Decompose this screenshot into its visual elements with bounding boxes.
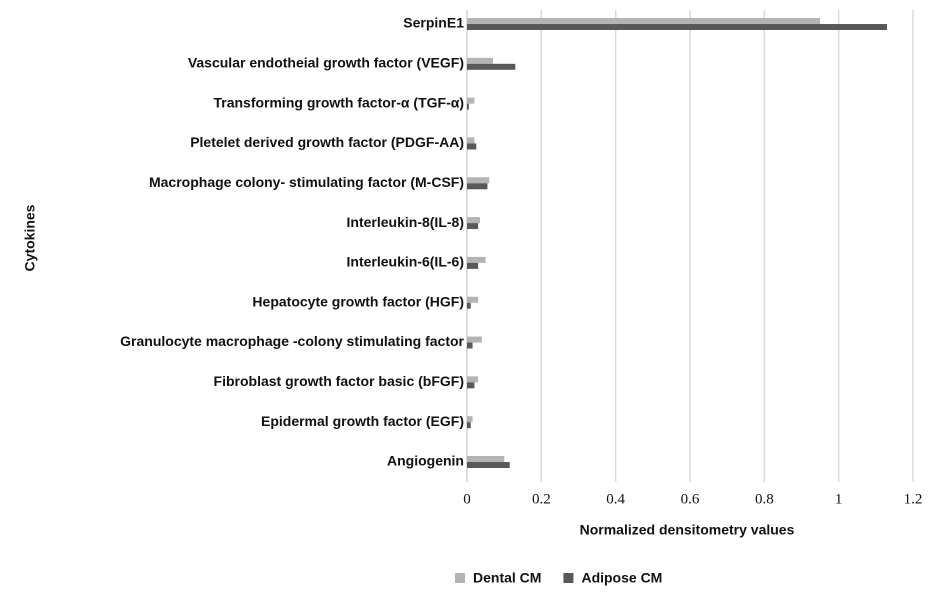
bar bbox=[467, 63, 516, 70]
bar bbox=[467, 296, 479, 303]
bar bbox=[467, 97, 475, 104]
bar bbox=[467, 18, 821, 24]
bar bbox=[467, 103, 469, 110]
bar bbox=[467, 217, 481, 224]
bar bbox=[467, 422, 471, 429]
bar bbox=[467, 223, 479, 230]
bar bbox=[467, 262, 479, 269]
y-tick-label: Epidermal growth factor (EGF) bbox=[261, 413, 464, 429]
y-tick-label: Angiogenin bbox=[387, 453, 464, 469]
bar bbox=[467, 143, 477, 150]
bar bbox=[467, 416, 473, 423]
y-tick-label: Fibroblast growth factor basic (bFGF) bbox=[214, 373, 464, 389]
x-axis-title: Normalized densitometry values bbox=[580, 522, 795, 538]
legend-label: Dental CM bbox=[473, 570, 541, 586]
x-tick-label: 0.2 bbox=[532, 491, 551, 507]
x-tick-label: 1.2 bbox=[904, 491, 923, 507]
legend-label: Adipose CM bbox=[581, 570, 662, 586]
x-tick-label: 0.8 bbox=[755, 491, 774, 507]
y-tick-label: Hepatocyte growth factor (HGF) bbox=[252, 293, 464, 309]
x-tick-label: 0 bbox=[463, 491, 471, 507]
y-tick-label: Pletelet derived growth factor (PDGF-AA) bbox=[190, 134, 464, 150]
bar bbox=[467, 302, 471, 309]
legend-swatch bbox=[563, 573, 574, 583]
bar bbox=[467, 456, 505, 462]
y-tick-label: Granulocyte macrophage -colony stimulati… bbox=[120, 333, 464, 349]
y-tick-label: Interleukin-6(IL-6) bbox=[347, 254, 464, 270]
x-tick-label: 0.4 bbox=[606, 491, 625, 507]
bar bbox=[467, 57, 494, 64]
legend-swatch bbox=[455, 573, 465, 583]
x-tick-label: 0.6 bbox=[681, 491, 700, 507]
bar bbox=[467, 382, 475, 389]
y-tick-label: Vascular endotheial growth factor (VEGF) bbox=[188, 55, 464, 71]
y-tick-label: Interleukin-8(IL-8) bbox=[347, 214, 464, 230]
bar bbox=[467, 183, 488, 190]
y-tick-label: Macrophage colony- stimulating factor (M… bbox=[149, 174, 464, 190]
bar bbox=[467, 256, 486, 263]
bar bbox=[467, 137, 475, 144]
x-tick-label: 1 bbox=[835, 491, 843, 507]
y-axis-title: Cytokines bbox=[22, 204, 38, 271]
bar bbox=[467, 342, 473, 349]
bar bbox=[467, 24, 887, 30]
bar bbox=[467, 336, 482, 343]
y-tick-label: SerpinE1 bbox=[403, 15, 464, 31]
bar bbox=[467, 462, 510, 468]
y-tick-label: Transforming growth factor-α (TGF-α) bbox=[213, 94, 464, 110]
bar bbox=[467, 177, 490, 184]
bar bbox=[467, 376, 479, 383]
